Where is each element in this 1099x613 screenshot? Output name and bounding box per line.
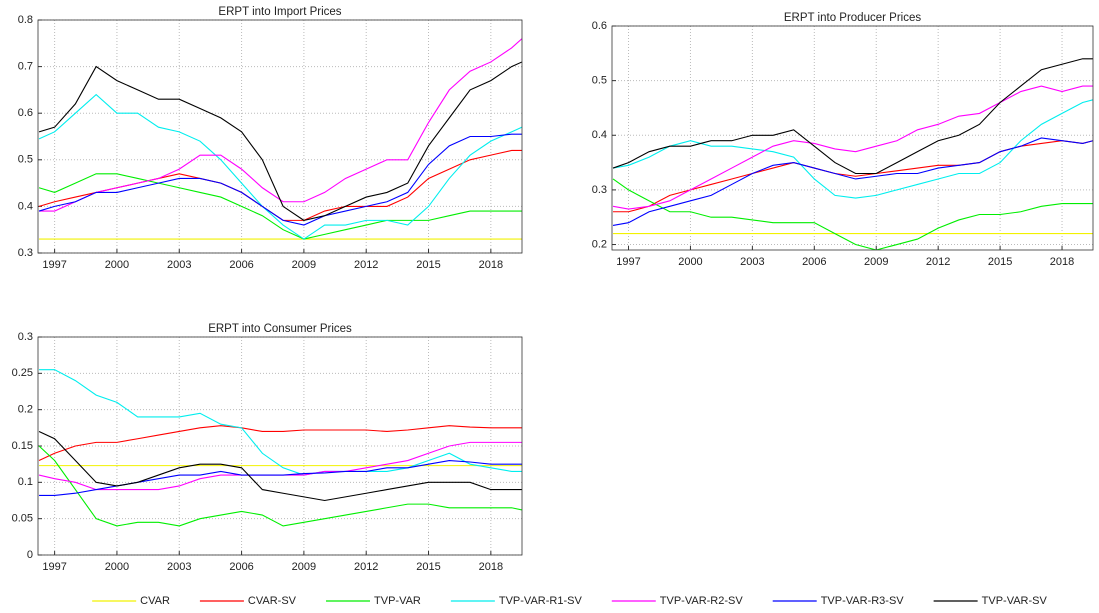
plot-area [38, 337, 522, 555]
x-tick-label: 2012 [354, 259, 378, 271]
legend-label: TVP-VAR-R3-SV [821, 595, 905, 607]
y-tick-label: 0.3 [592, 184, 607, 196]
plot-lines [38, 38, 522, 240]
x-tick-label: 2009 [292, 259, 316, 271]
x-tick-label: 2009 [864, 256, 888, 268]
y-tick-label: 0.25 [12, 367, 33, 379]
plot-lines [612, 58, 1093, 250]
chart-title: ERPT into Consumer Prices [208, 323, 352, 335]
series-line [612, 99, 1093, 199]
x-tick-label: 1997 [616, 256, 640, 268]
series-line [612, 137, 1093, 226]
x-tick-label: 2006 [229, 561, 253, 573]
series-line [38, 425, 522, 462]
chart-title: ERPT into Producer Prices [784, 12, 921, 24]
series-line [612, 85, 1093, 210]
series-line [39, 38, 522, 212]
plot-frame [37, 336, 523, 556]
y-tick-label: 0.15 [12, 440, 33, 452]
y-tick-label: 0.3 [18, 331, 33, 343]
x-tick-label: 2018 [1050, 256, 1074, 268]
x-tick-label: 2015 [416, 259, 440, 271]
series-line [38, 445, 522, 527]
chart-title: ERPT into Import Prices [218, 6, 341, 18]
x-tick-label: 2015 [416, 561, 440, 573]
legend: CVAR CVAR-SV TVP-VAR TVP-VAR-R1-SV TVP-VAR-R… [92, 595, 1047, 607]
x-tick-label: 2009 [292, 561, 316, 573]
legend-label: TVP-VAR-R1-SV [499, 595, 583, 607]
legend-label: TVP-VAR [374, 595, 421, 607]
y-tick-label: 0.3 [18, 247, 33, 259]
x-tick-label: 2000 [105, 561, 129, 573]
series-line [612, 178, 1093, 250]
y-tick-label: 0.2 [18, 404, 33, 416]
legend-label: CVAR [140, 595, 170, 607]
y-tick-label: 0.6 [18, 107, 33, 119]
y-tick-label: 0.2 [592, 238, 607, 250]
x-tick-label: 2000 [105, 259, 129, 271]
plot-lines [38, 369, 522, 527]
series-line [38, 173, 522, 240]
plot-area [612, 26, 1093, 250]
y-tick-label: 0.6 [592, 20, 607, 32]
y-tick-label: 0.1 [18, 476, 33, 488]
x-tick-label: 2018 [479, 259, 503, 271]
y-tick-label: 0.05 [12, 513, 33, 525]
x-tick-label: 2003 [167, 259, 191, 271]
plot-frame [37, 19, 523, 254]
y-tick-label: 0.5 [18, 154, 33, 166]
x-tick-label: 2012 [354, 561, 378, 573]
series-line [612, 58, 1093, 175]
legend-label: TVP-VAR-SV [982, 595, 1048, 607]
series-line [38, 430, 522, 502]
plot-frame [611, 25, 1094, 251]
y-tick-label: 0.5 [592, 75, 607, 87]
series-line [39, 369, 522, 476]
series-line [38, 61, 522, 221]
x-tick-label: 2000 [678, 256, 702, 268]
plot-area [38, 20, 522, 253]
x-tick-label: 2006 [802, 256, 826, 268]
x-tick-label: 2012 [926, 256, 950, 268]
x-tick-label: 2006 [229, 259, 253, 271]
series-line [38, 93, 522, 240]
x-tick-label: 2003 [167, 561, 191, 573]
y-tick-label: 0.7 [18, 61, 33, 73]
legend-label: CVAR-SV [248, 595, 297, 607]
x-tick-label: 1997 [42, 561, 66, 573]
y-tick-label: 0.4 [18, 200, 33, 212]
x-tick-label: 2003 [740, 256, 764, 268]
y-tick-label: 0.8 [18, 14, 33, 26]
y-tick-label: 0.4 [592, 129, 607, 141]
x-tick-label: 1997 [42, 259, 66, 271]
legend-label: TVP-VAR-R2-SV [660, 595, 744, 607]
x-tick-label: 2018 [479, 561, 503, 573]
y-tick-label: 0 [27, 549, 33, 561]
x-tick-label: 2015 [988, 256, 1012, 268]
series-line [38, 133, 522, 226]
